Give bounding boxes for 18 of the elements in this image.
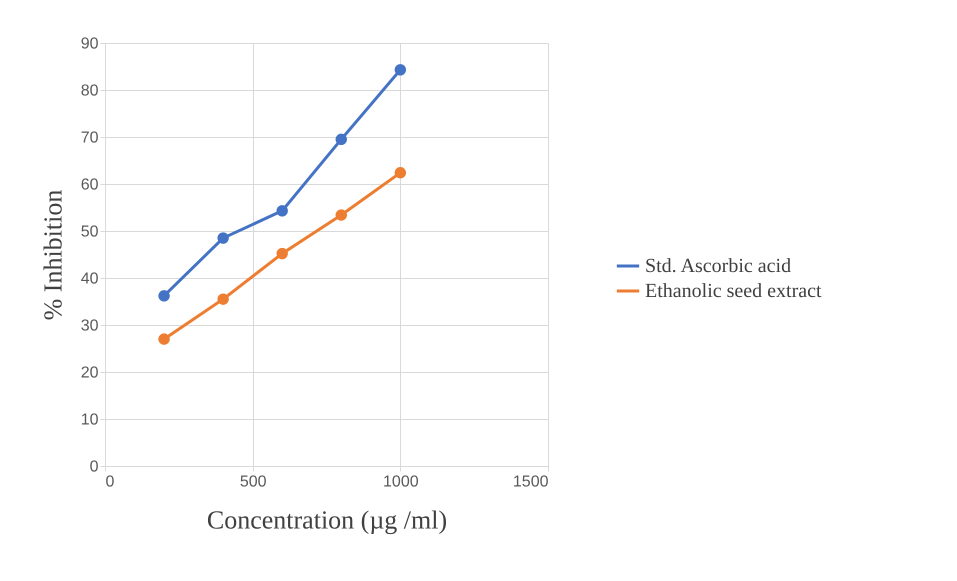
y-tick-label: 80	[80, 82, 99, 100]
x-axis-title: Concentration (µg /ml)	[206, 506, 448, 534]
x-tick-label: 0	[106, 474, 114, 490]
legend-label: Ethanolic seed extract	[645, 280, 822, 302]
x-tick-label: 1500	[512, 474, 549, 490]
y-tick-label: 0	[90, 458, 99, 476]
y-tick-label: 10	[80, 412, 99, 428]
x-tick-label: 500	[240, 474, 267, 490]
y-tick-label: 20	[80, 364, 99, 382]
y-tick-label: 90	[80, 36, 99, 52]
y-tick-label: 70	[80, 130, 99, 146]
legend-label: Std. Ascorbic acid	[645, 255, 792, 277]
y-tick-label: 60	[80, 176, 99, 194]
y-tick-label: 40	[80, 270, 99, 288]
y-axis-title: % Inhibition	[38, 190, 68, 320]
y-tick-label: 30	[80, 318, 99, 334]
x-tick-label: 1000	[383, 474, 419, 490]
y-tick-label: 50	[80, 224, 99, 240]
